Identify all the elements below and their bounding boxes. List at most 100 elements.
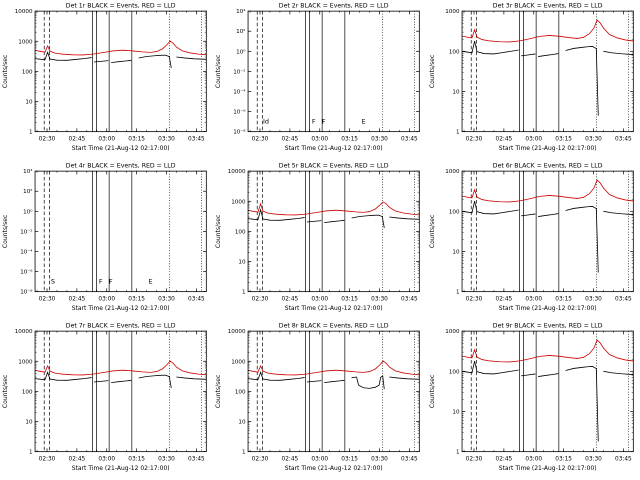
x-tick-label: 02:30 [39, 136, 56, 142]
x-tick-label: 03:30 [371, 296, 388, 302]
x-tick-label: 02:30 [252, 296, 269, 302]
y-tick-label: 1000 [445, 329, 460, 335]
plot-title: Det 2r BLACK = Events, RED = LLD [279, 3, 389, 10]
y-tick-label: 1000 [18, 359, 33, 365]
y-tick-label: 10 [452, 409, 460, 415]
y-tick-label: 1 [456, 450, 460, 456]
x-tick-label: 03:00 [312, 296, 329, 302]
x-tick-label: 03:00 [525, 296, 542, 302]
y-tick-label: 10 [239, 420, 247, 426]
y-tick-label: 10⁻² [234, 68, 246, 75]
x-tick-label: 03:30 [158, 296, 175, 302]
series-line-lld [248, 360, 420, 376]
x-axis-label: Start Time (21-Aug-12 02:17:00) [72, 465, 170, 472]
x-tick-label: 02:45 [495, 136, 512, 142]
y-tick-label: 10000 [15, 329, 33, 335]
x-tick-label: 03:45 [615, 136, 632, 142]
plot-title: Det 3r BLACK = Events, RED = LLD [492, 3, 602, 10]
x-tick-label: 02:30 [465, 456, 482, 462]
x-axis-label: Start Time (21-Aug-12 02:17:00) [285, 145, 383, 152]
plot-title: Det 1r BLACK = Events, RED = LLD [66, 3, 176, 10]
chart-det-6r: Det 6r BLACK = Events, RED = LLD Start Ti… [427, 160, 640, 320]
flag-letter: E [148, 278, 152, 286]
flag-letter: E [362, 118, 366, 126]
y-tick-label: 10 [239, 260, 247, 266]
x-tick-label: 03:45 [188, 456, 205, 462]
x-tick-label: 03:30 [585, 296, 602, 302]
flag-letter: F [322, 118, 326, 126]
x-axis-label: Start Time (21-Aug-12 02:17:00) [498, 145, 596, 152]
x-tick-label: 02:30 [465, 296, 482, 302]
y-tick-label: 10⁰ [23, 208, 33, 215]
x-axis-label: Start Time (21-Aug-12 02:17:00) [285, 465, 383, 472]
chart-det-5r: Det 5r BLACK = Events, RED = LLD Start Ti… [213, 160, 426, 320]
y-tick-label: 10 [452, 89, 460, 95]
x-tick-label: 03:30 [158, 456, 175, 462]
x-tick-label: 03:15 [128, 136, 145, 142]
plot-frame [247, 10, 421, 133]
chart-det-3r: Det 3r BLACK = Events, RED = LLD Start Ti… [427, 0, 640, 160]
y-tick-label: 10² [23, 188, 32, 195]
y-tick-label: 1 [29, 130, 33, 136]
x-tick-label: 03:45 [615, 296, 632, 302]
x-tick-label: 03:00 [525, 136, 542, 142]
plot-svg: Det 5r BLACK = Events, RED = LLD Start Ti… [215, 163, 421, 312]
y-tick-label: 1 [242, 450, 246, 456]
x-axis-label: Start Time (21-Aug-12 02:17:00) [285, 305, 383, 312]
x-tick-label: 02:45 [282, 136, 299, 142]
plot-title: Det 5r BLACK = Events, RED = LLD [279, 163, 389, 170]
y-tick-label: 10000 [228, 329, 246, 335]
chart-det-2r: Det 2r BLACK = Events, RED = LLD Start Ti… [213, 0, 426, 160]
y-tick-label: 10⁻⁶ [20, 269, 33, 276]
y-tick-label: 10⁻⁸ [234, 129, 247, 136]
plot-svg: Det 3r BLACK = Events, RED = LLD Start Ti… [429, 3, 634, 152]
y-tick-label: 1 [456, 130, 460, 136]
y-tick-label: 100 [22, 69, 33, 75]
x-tick-label: 03:30 [371, 136, 388, 142]
y-axis-label: Counts/sec [215, 55, 222, 88]
y-tick-label: 100 [449, 209, 460, 215]
x-tick-label: 03:30 [585, 136, 602, 142]
plot-title: Det 9r BLACK = Events, RED = LLD [492, 323, 602, 330]
chart-det-1r: Det 1r BLACK = Events, RED = LLD Start Ti… [0, 0, 213, 160]
x-tick-label: 03:45 [188, 296, 205, 302]
series-line-events [461, 360, 634, 442]
x-tick-label: 02:30 [252, 456, 269, 462]
y-tick-label: 10000 [15, 9, 33, 15]
series-line-events [461, 200, 634, 273]
y-tick-label: 1000 [232, 359, 247, 365]
x-tick-label: 02:45 [69, 456, 86, 462]
x-tick-label: 03:15 [342, 136, 359, 142]
plot-svg: Det 1r BLACK = Events, RED = LLD Start Ti… [2, 3, 207, 152]
chart-det-8r: Det 8r BLACK = Events, RED = LLD Start Ti… [213, 320, 426, 480]
x-tick-label: 03:15 [555, 136, 572, 142]
x-tick-label: 02:45 [69, 136, 86, 142]
y-tick-label: 10⁴ [23, 168, 33, 175]
x-tick-label: 02:30 [465, 136, 482, 142]
x-tick-label: 03:15 [128, 456, 145, 462]
series-line-lld [461, 179, 634, 203]
x-tick-label: 02:45 [282, 456, 299, 462]
x-tick-label: 03:30 [585, 456, 602, 462]
x-tick-label: 03:15 [342, 456, 359, 462]
x-tick-label: 03:00 [525, 456, 542, 462]
series-line-events [35, 51, 207, 69]
y-tick-label: 10000 [228, 169, 246, 175]
x-axis-label: Start Time (21-Aug-12 02:17:00) [498, 465, 596, 472]
plot-frame [247, 330, 421, 453]
x-tick-label: 03:15 [128, 296, 145, 302]
plot-frame [461, 330, 634, 453]
x-tick-label: 03:15 [342, 296, 359, 302]
plot-title: Det 8r BLACK = Events, RED = LLD [279, 323, 389, 330]
plot-svg: Det 2r BLACK = Events, RED = LLD Start Ti… [215, 3, 421, 152]
plot-svg: Det 8r BLACK = Events, RED = LLD Start Ti… [215, 323, 421, 472]
y-axis-label: Counts/sec [2, 215, 9, 248]
x-tick-label: 02:45 [495, 456, 512, 462]
y-tick-label: 10⁻⁶ [234, 109, 247, 116]
y-tick-label: 10⁻⁴ [20, 248, 33, 255]
x-tick-label: 02:45 [282, 296, 299, 302]
x-tick-label: 02:30 [252, 136, 269, 142]
x-tick-label: 03:45 [401, 136, 418, 142]
y-axis-label: Counts/sec [215, 375, 222, 408]
chart-det-7r: Det 7r BLACK = Events, RED = LLD Start Ti… [0, 320, 213, 480]
